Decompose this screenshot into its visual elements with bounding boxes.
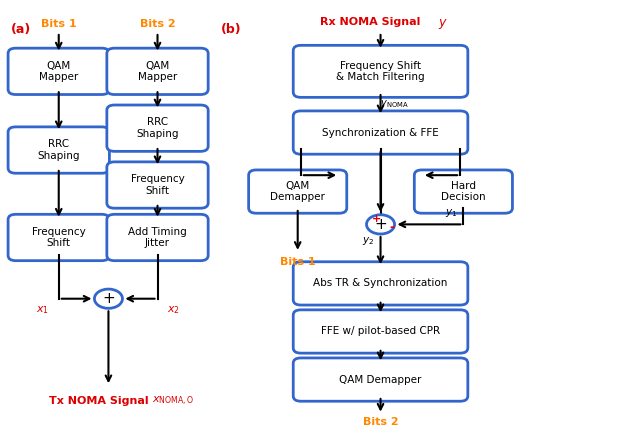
Circle shape (367, 215, 394, 234)
Text: (a): (a) (11, 23, 31, 36)
Text: Frequency Shift
& Match Filtering: Frequency Shift & Match Filtering (336, 61, 425, 82)
Text: $x_\mathrm{NOMA,O}$: $x_\mathrm{NOMA,O}$ (152, 395, 195, 408)
Text: FFE w/ pilot-based CPR: FFE w/ pilot-based CPR (321, 326, 440, 337)
Text: (b): (b) (221, 23, 242, 36)
FancyBboxPatch shape (414, 170, 513, 213)
FancyBboxPatch shape (8, 48, 109, 95)
Text: Bits 2: Bits 2 (140, 19, 175, 29)
Text: Rx NOMA Signal: Rx NOMA Signal (320, 17, 424, 27)
Text: Bits 1: Bits 1 (280, 257, 316, 267)
FancyBboxPatch shape (107, 162, 208, 208)
FancyBboxPatch shape (248, 170, 347, 213)
Text: +: + (374, 217, 387, 232)
Text: $x_2$: $x_2$ (167, 304, 180, 315)
Text: -: - (390, 221, 395, 235)
FancyBboxPatch shape (293, 358, 468, 401)
Circle shape (95, 289, 122, 308)
Text: $y_2$: $y_2$ (362, 235, 374, 247)
Text: Add Timing
Jitter: Add Timing Jitter (128, 227, 187, 248)
FancyBboxPatch shape (293, 310, 468, 353)
Text: Bits 1: Bits 1 (41, 19, 77, 29)
Text: Frequency
Shift: Frequency Shift (131, 174, 184, 196)
Text: Abs TR & Synchronization: Abs TR & Synchronization (314, 279, 448, 288)
Text: $y$: $y$ (438, 17, 448, 31)
Text: Synchronization & FFE: Synchronization & FFE (322, 128, 439, 138)
Text: Bits 2: Bits 2 (363, 417, 398, 427)
FancyBboxPatch shape (107, 105, 208, 151)
Text: Tx NOMA Signal: Tx NOMA Signal (49, 396, 153, 407)
Text: Frequency
Shift: Frequency Shift (32, 227, 86, 248)
Text: RRC
Shaping: RRC Shaping (136, 117, 179, 139)
Text: +: + (371, 214, 381, 224)
FancyBboxPatch shape (107, 214, 208, 260)
Text: +: + (102, 291, 115, 306)
Text: RRC
Shaping: RRC Shaping (38, 139, 80, 161)
Text: $y_1$: $y_1$ (445, 207, 457, 220)
Text: QAM
Demapper: QAM Demapper (270, 181, 325, 202)
FancyBboxPatch shape (8, 127, 109, 173)
Text: $x_1$: $x_1$ (36, 304, 49, 315)
Text: QAM
Mapper: QAM Mapper (138, 61, 177, 82)
FancyBboxPatch shape (107, 48, 208, 95)
Text: $y_\mathrm{NOMA}$: $y_\mathrm{NOMA}$ (380, 99, 409, 110)
FancyBboxPatch shape (293, 111, 468, 154)
Text: Hard
Decision: Hard Decision (441, 181, 486, 202)
FancyBboxPatch shape (293, 45, 468, 97)
Text: QAM
Mapper: QAM Mapper (39, 61, 78, 82)
FancyBboxPatch shape (8, 214, 109, 260)
Text: QAM Demapper: QAM Demapper (339, 374, 422, 385)
FancyBboxPatch shape (293, 262, 468, 305)
